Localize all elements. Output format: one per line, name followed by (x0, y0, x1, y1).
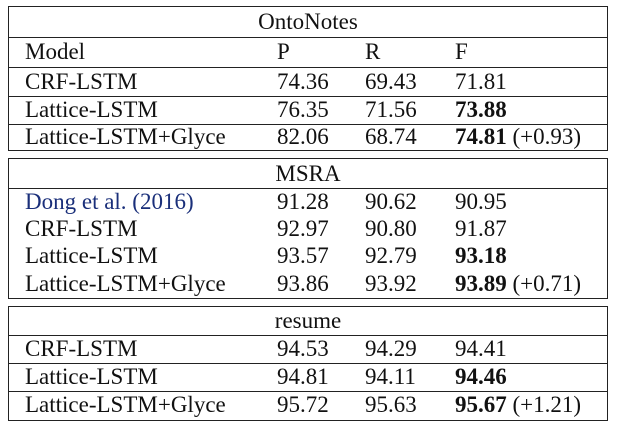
p-value: 76.35 (277, 97, 329, 122)
f-value: 91.87 (455, 215, 507, 243)
table-row: Lattice-LSTM+Glyce 82.06 68.74 74.81 (+0… (9, 123, 607, 151)
model-name: Lattice-LSTM+Glyce (25, 124, 226, 149)
p-value: 94.81 (277, 364, 329, 389)
p-value: 74.36 (277, 69, 329, 94)
f-delta: (+0.93) (506, 124, 582, 149)
f-score: 71.81 (455, 69, 507, 94)
r-value: 90.80 (365, 216, 417, 241)
p-value: 93.86 (277, 271, 329, 296)
r-value: 95.63 (365, 392, 417, 417)
r-value: 93.92 (365, 271, 417, 296)
f-score-best: 95.67 (455, 392, 507, 417)
f-value: 94.46 (455, 363, 507, 391)
f-score: 91.87 (455, 216, 507, 241)
f-score-best: 93.89 (455, 271, 507, 296)
p-value: 94.53 (277, 336, 329, 361)
f-delta: (+1.21) (506, 392, 582, 417)
f-score-best: 73.88 (455, 97, 507, 122)
table-row: CRF-LSTM 74.36 69.43 71.81 (9, 68, 607, 96)
header-model: Model (25, 39, 86, 64)
r-value: 94.29 (365, 336, 417, 361)
ontonotes-title: OntoNotes (258, 9, 358, 34)
model-name: CRF-LSTM (25, 336, 138, 361)
model-name: CRF-LSTM (25, 216, 138, 241)
table-row: CRF-LSTM 92.97 90.80 91.87 (9, 215, 607, 243)
header-p: P (277, 39, 290, 64)
f-score-best: 74.81 (455, 124, 507, 149)
p-value: 93.57 (277, 243, 329, 268)
model-name: CRF-LSTM (25, 69, 138, 94)
f-value: 74.81 (+0.93) (455, 123, 581, 151)
header-f: F (455, 39, 468, 64)
r-value: 71.56 (365, 97, 417, 122)
f-score-best: 94.46 (455, 364, 507, 389)
f-value: 93.18 (455, 242, 507, 270)
f-score: 90.95 (455, 189, 507, 214)
p-value: 82.06 (277, 124, 329, 149)
f-score-best: 93.18 (455, 243, 507, 268)
f-value: 90.95 (455, 188, 507, 216)
header-row: Model P R F (9, 38, 607, 66)
model-name: Lattice-LSTM (25, 364, 158, 389)
rule (9, 335, 607, 336)
rule (9, 188, 607, 189)
f-value: 95.67 (+1.21) (455, 391, 581, 419)
table-row: Lattice-LSTM+Glyce 95.72 95.63 95.67 (+1… (9, 391, 607, 419)
resume-table: resume CRF-LSTM 94.53 94.29 94.41 Lattic… (8, 306, 608, 421)
rule (9, 391, 607, 392)
p-value: 91.28 (277, 189, 329, 214)
model-name: Lattice-LSTM (25, 243, 158, 268)
model-name: Lattice-LSTM (25, 97, 158, 122)
f-score: 94.41 (455, 336, 507, 361)
r-value: 92.79 (365, 243, 417, 268)
p-value: 92.97 (277, 216, 329, 241)
f-value: 93.89 (+0.71) (455, 270, 581, 298)
citation-link[interactable]: Dong et al. (2016) (25, 189, 194, 214)
msra-table: MSRA Dong et al. (2016) 91.28 90.62 90.9… (8, 158, 608, 299)
r-value: 94.11 (365, 364, 416, 389)
rule (9, 124, 607, 125)
rule (9, 37, 607, 38)
r-value: 90.62 (365, 189, 417, 214)
rule (9, 96, 607, 97)
p-value: 95.72 (277, 392, 329, 417)
msra-title: MSRA (275, 161, 341, 186)
model-name: Lattice-LSTM+Glyce (25, 271, 226, 296)
f-value: 94.41 (455, 335, 507, 363)
rule (9, 363, 607, 364)
r-value: 68.74 (365, 124, 417, 149)
table-row: Lattice-LSTM+Glyce 93.86 93.92 93.89 (+0… (9, 270, 607, 298)
ontonotes-table: OntoNotes Model P R F CRF-LSTM 74.36 69.… (8, 6, 608, 151)
table-row: Lattice-LSTM 93.57 92.79 93.18 (9, 242, 607, 270)
table-row: Lattice-LSTM 76.35 71.56 73.88 (9, 96, 607, 124)
header-r: R (365, 39, 381, 64)
table-row: Lattice-LSTM 94.81 94.11 94.46 (9, 363, 607, 391)
resume-title: resume (274, 308, 342, 333)
r-value: 69.43 (365, 69, 417, 94)
table-row: CRF-LSTM 94.53 94.29 94.41 (9, 335, 607, 363)
table-row: Dong et al. (2016) 91.28 90.62 90.95 (9, 188, 607, 216)
f-delta: (+0.71) (506, 271, 582, 296)
rule (9, 67, 607, 68)
f-value: 73.88 (455, 96, 507, 124)
model-name: Lattice-LSTM+Glyce (25, 392, 226, 417)
f-value: 71.81 (455, 68, 507, 96)
